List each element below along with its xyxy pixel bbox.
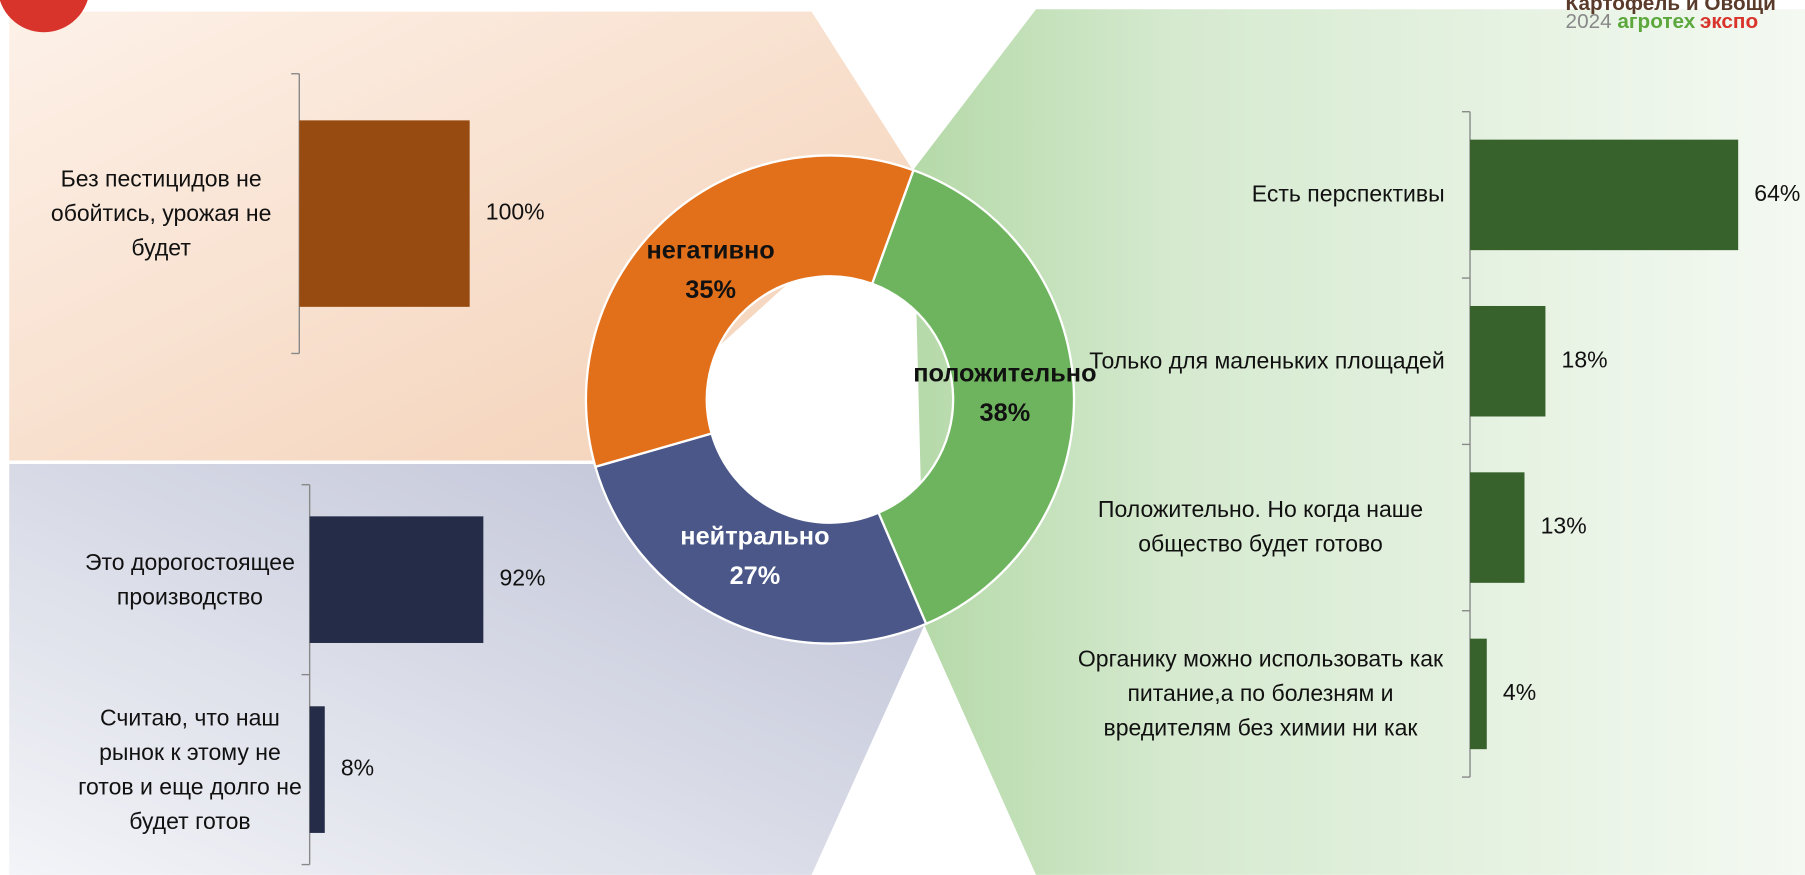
value-label: 18% [1562, 346, 1608, 372]
category-label: Только для маленьких площадей [1089, 348, 1445, 374]
category-label-wrap: Считаю, что наш рынок к этому не готов и… [69, 675, 311, 865]
value-label: 100% [486, 199, 545, 225]
category-label: Органику можно использовать как питание,… [1077, 646, 1444, 742]
donut-value: 35% [685, 276, 736, 304]
bar [309, 706, 325, 833]
bar [1470, 139, 1739, 251]
category-label-wrap: Без пестицидов не обойтись, урожая не бу… [35, 74, 288, 354]
value-label: 4% [1503, 679, 1536, 705]
donut-value: 27% [730, 562, 781, 590]
donut-label: нейтрально [680, 523, 829, 551]
category-label-box: Считаю, что наш рынок к этому не готов и… [69, 675, 311, 865]
category-label-wrap: Есть перспективы [1076, 112, 1445, 278]
category-label-box: Есть перспективы [1076, 112, 1445, 278]
donut-label: положительно [913, 360, 1096, 388]
value-label: 64% [1754, 180, 1800, 206]
logo-line1: Картофель и Овощи [1566, 0, 1776, 15]
category-label-box: Это дорогостоящее производство [69, 485, 311, 675]
logo-line2: 2024 агротех экспо [1566, 11, 1759, 34]
value-label: 13% [1541, 513, 1587, 539]
category-label-wrap: Органику можно использовать как питание,… [1076, 611, 1444, 777]
value-label: 92% [499, 565, 545, 591]
bar [299, 120, 470, 307]
bar [1470, 305, 1546, 417]
category-label: Считаю, что наш рынок к этому не готов и… [78, 705, 302, 835]
logo-circle [0, 0, 88, 33]
category-label-box: Органику можно использовать как питание,… [1076, 611, 1444, 777]
donut-segment [593, 432, 928, 645]
category-label-box: Только для маленьких площадей [1076, 278, 1444, 444]
logo-year: 2024 [1566, 11, 1612, 34]
logo-brand2: экспо [1700, 11, 1758, 34]
category-label-wrap: Это дорогостоящее производство [69, 485, 311, 675]
bar [1470, 472, 1525, 583]
category-label-wrap: Положительно. Но когда наше общество буд… [1076, 444, 1444, 610]
donut-segment [870, 168, 1076, 626]
donut-label: негативно [647, 237, 775, 265]
category-label-wrap: Только для маленьких площадей [1076, 278, 1444, 444]
category-label: Есть перспективы [1251, 182, 1445, 208]
category-label: Без пестицидов не обойтись, урожая не бу… [50, 166, 272, 261]
value-label: 8% [341, 755, 374, 781]
logo-brand1: агротех [1617, 11, 1695, 34]
category-label-box: Положительно. Но когда наше общество буд… [1076, 444, 1444, 610]
bar [1470, 638, 1487, 750]
category-label: Это дорогостоящее производство [84, 549, 295, 610]
donut-segment [584, 154, 915, 469]
donut-value: 38% [980, 399, 1031, 427]
category-label: Положительно. Но когда наше общество буд… [1097, 497, 1424, 558]
category-label-box: Без пестицидов не обойтись, урожая не бу… [35, 74, 288, 354]
bar [309, 516, 484, 643]
